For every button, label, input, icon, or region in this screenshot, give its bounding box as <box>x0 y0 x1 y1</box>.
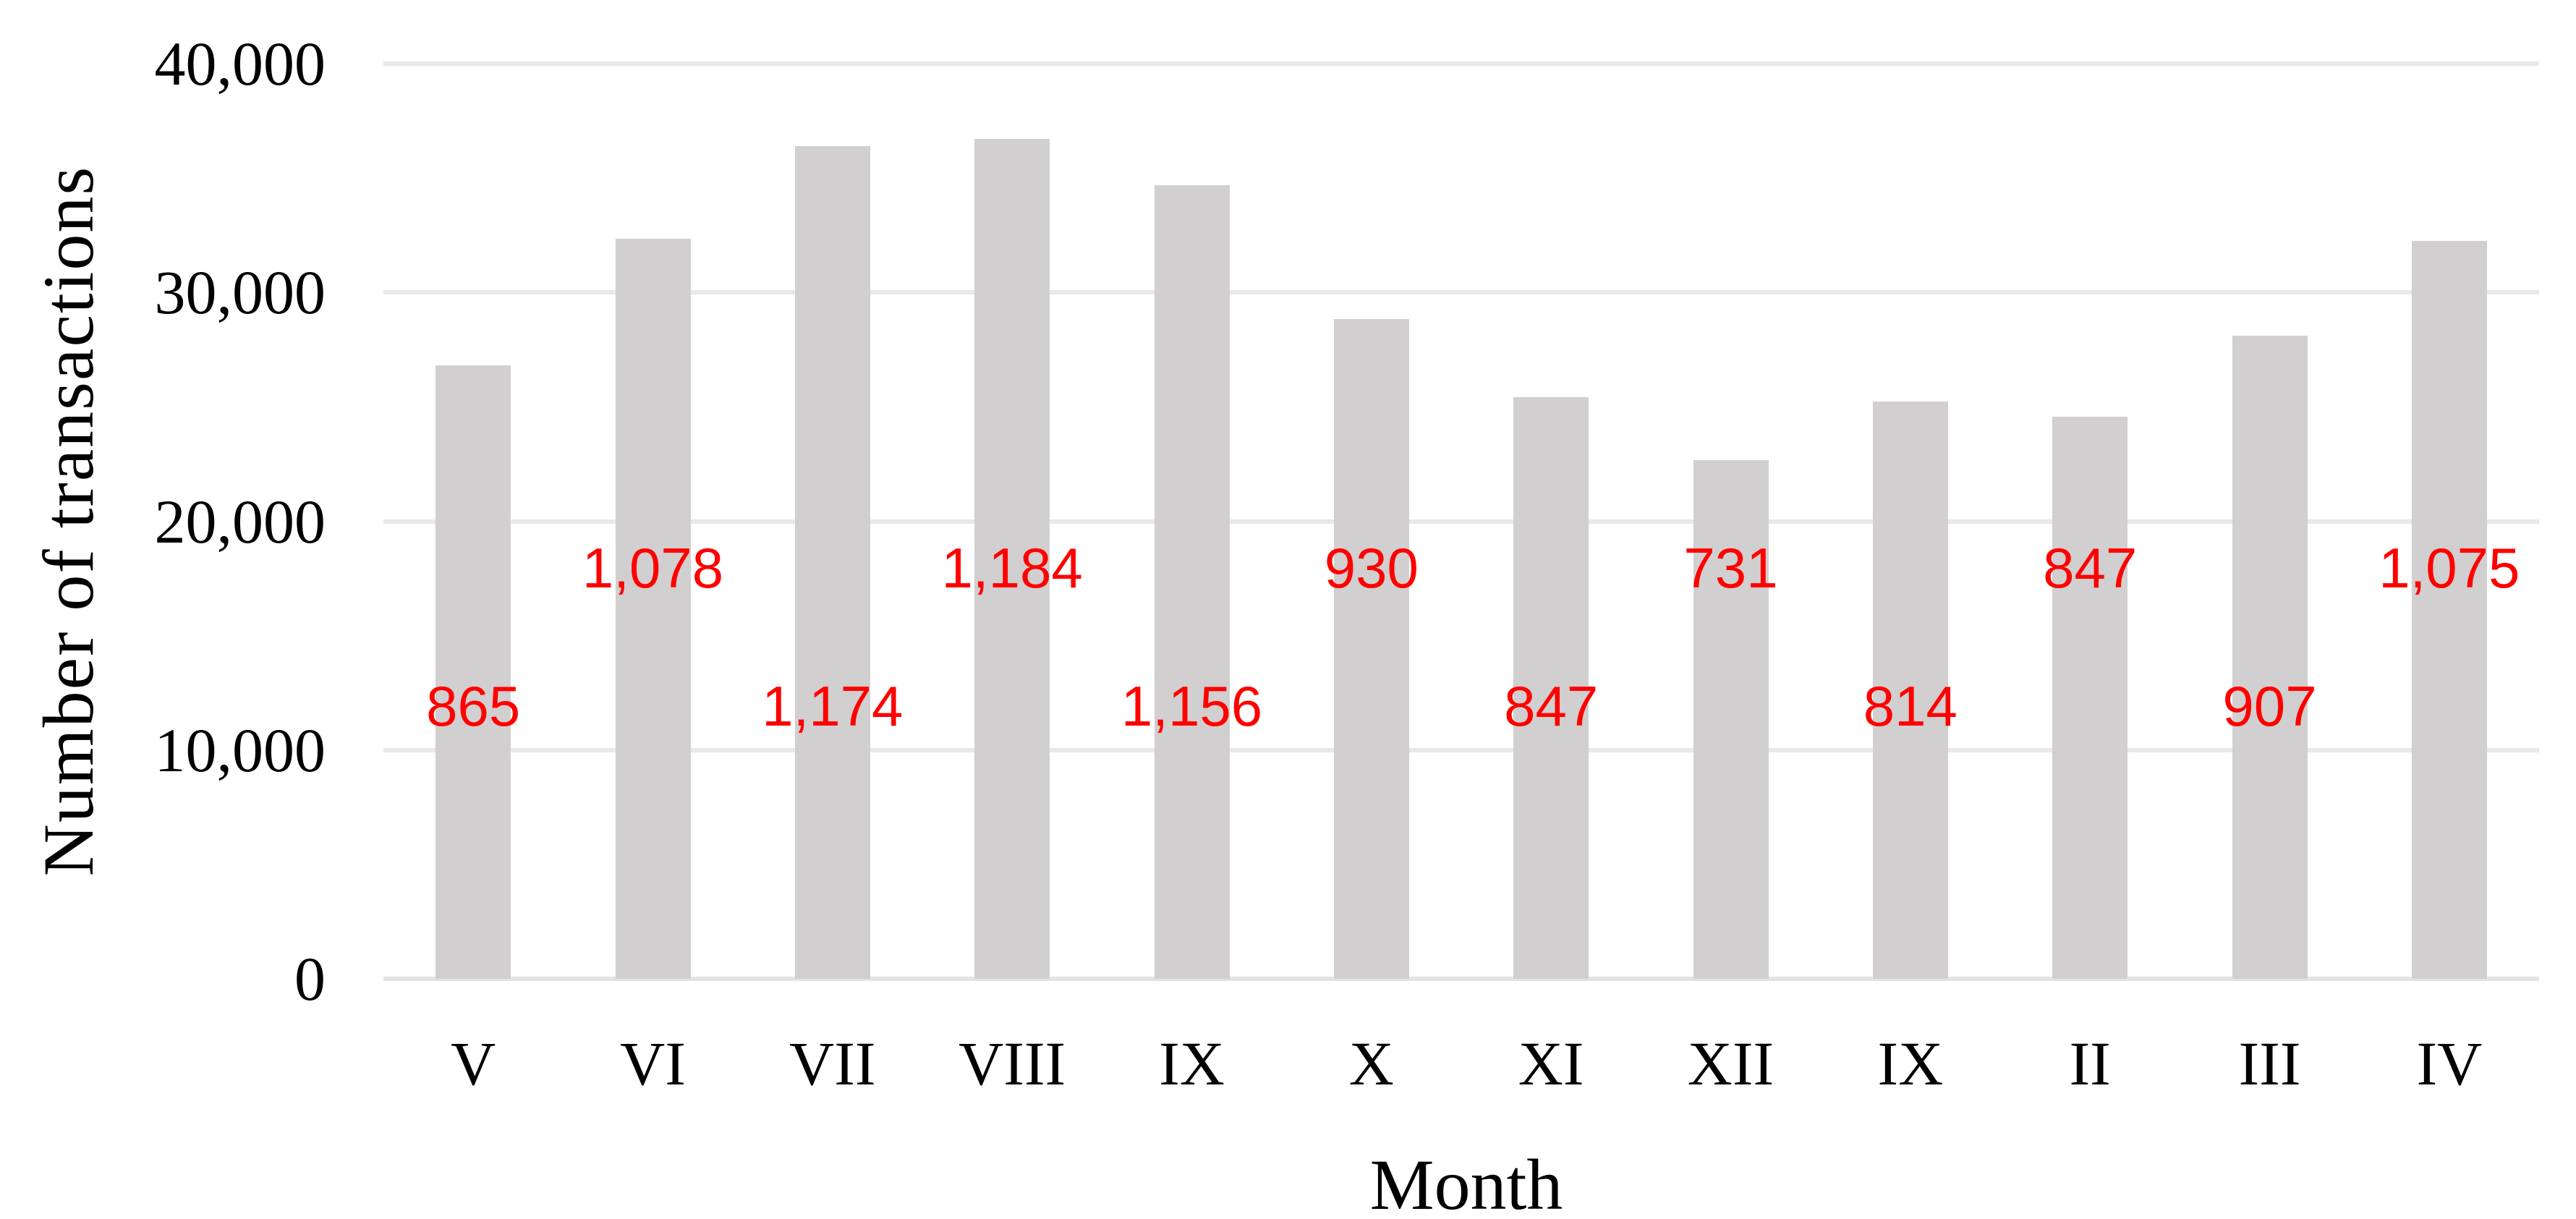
x-tick-label: III <box>2238 1029 2301 1098</box>
bar-data-label: 847 <box>1504 674 1599 738</box>
bar-data-label: 847 <box>2043 536 2138 600</box>
x-tick-label: II <box>2069 1029 2111 1098</box>
x-tick-label: VI <box>620 1029 686 1098</box>
gridline <box>383 519 2539 524</box>
gridline <box>383 61 2539 66</box>
bar <box>1693 460 1769 979</box>
bar <box>1333 319 1409 979</box>
y-tick-label: 0 <box>294 944 326 1014</box>
bar-data-label: 731 <box>1683 536 1778 600</box>
x-tick-label: XI <box>1518 1029 1584 1098</box>
gridline <box>383 747 2539 752</box>
bar-data-label: 1,075 <box>2379 536 2520 600</box>
y-tick-label: 10,000 <box>154 715 326 785</box>
x-tick-label: X <box>1348 1029 1394 1098</box>
y-tick-label: 30,000 <box>154 258 326 328</box>
bar-data-label: 814 <box>1863 674 1957 738</box>
y-tick-label: 40,000 <box>154 29 326 98</box>
x-tick-label: V <box>451 1029 496 1098</box>
bar <box>615 239 691 979</box>
bar-data-label: 907 <box>2222 674 2317 738</box>
x-tick-label: IX <box>1159 1029 1225 1098</box>
bar <box>974 139 1050 979</box>
x-tick-label: IX <box>1877 1029 1944 1098</box>
bar <box>2411 241 2487 979</box>
bar <box>1154 185 1230 979</box>
bar-data-label: 1,184 <box>941 536 1083 600</box>
bar <box>2052 417 2128 979</box>
bar <box>2232 335 2308 979</box>
bar-data-label: 1,156 <box>1121 674 1263 738</box>
x-tick-label: IV <box>2416 1029 2483 1098</box>
x-tick-label: XII <box>1687 1029 1774 1098</box>
x-axis-title: Month <box>1369 1144 1563 1219</box>
bar <box>794 146 870 979</box>
y-tick-label: 20,000 <box>154 486 326 556</box>
bar <box>1872 401 1948 979</box>
x-tick-label: VIII <box>958 1029 1066 1098</box>
bar-data-label: 930 <box>1324 536 1419 600</box>
x-axis-line <box>383 977 2539 981</box>
bar-data-label: 1,078 <box>582 536 724 600</box>
gridline <box>383 290 2539 295</box>
bar <box>1513 397 1589 979</box>
x-tick-label: VII <box>789 1029 876 1098</box>
bar <box>435 365 511 979</box>
bar-data-label: 1,174 <box>762 674 904 738</box>
bar-data-label: 865 <box>426 674 521 738</box>
